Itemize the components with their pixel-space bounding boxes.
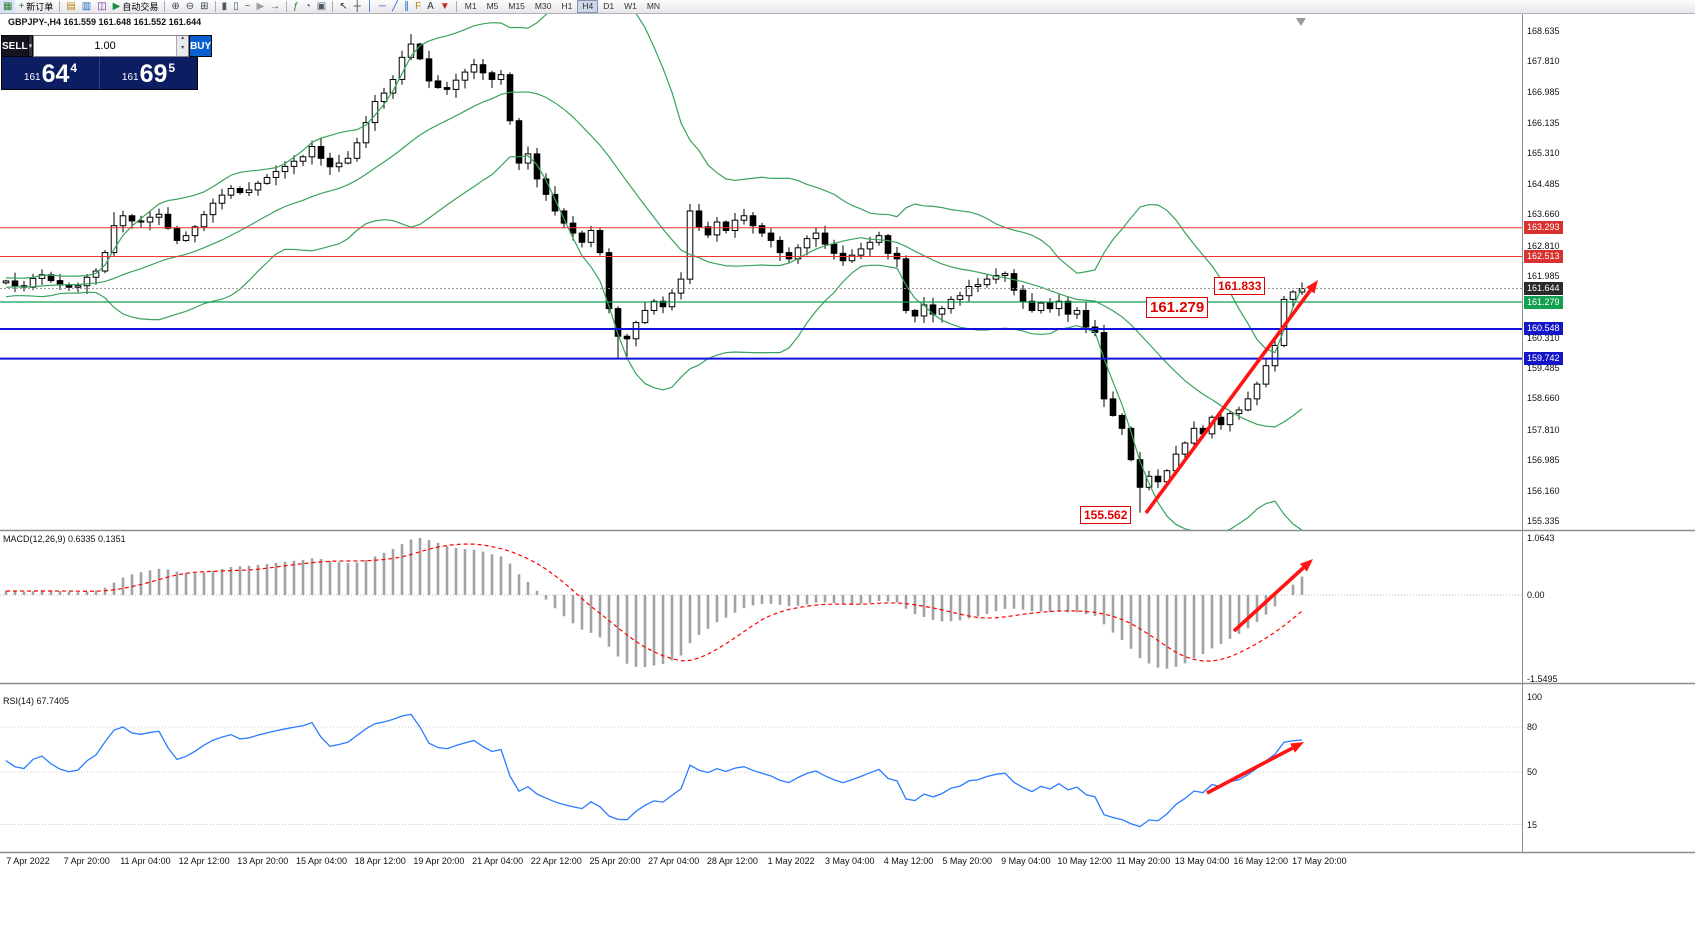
new-order-label: 新订单 [26, 2, 54, 12]
candlestick-chart-button[interactable]: ▯ [230, 0, 242, 13]
vertical-line-button[interactable]: │ [364, 0, 376, 13]
zoom-in-button[interactable]: ⊕ [168, 0, 182, 13]
channel-button[interactable]: ∥ [401, 0, 412, 13]
data-window-icon: ▥ [81, 1, 92, 12]
chart-area[interactable] [0, 14, 1695, 867]
market-watch-icon: ▤ [66, 1, 76, 12]
toolbar: ▦ + 新订单 ▤ ▥ ◫ ▶ 自动交易 ⊕ ⊖ ⊞ ▮ ▯ ~ ▶ → ƒ ◔ ▣ ↖ ┼ │ ─ ╱ ∥ F A ▼ M1 M5 M15… [0, 0, 1695, 14]
indicators-button[interactable]: ƒ [290, 0, 302, 13]
text-button[interactable]: A [424, 0, 437, 13]
trend-arrow-macd[interactable] [1232, 559, 1313, 633]
toolbar-separator [455, 1, 457, 12]
navigator-button[interactable]: ◫ [94, 0, 109, 13]
new-order-button[interactable]: + 新订单 [15, 0, 56, 13]
market-watch-button[interactable]: ▤ [63, 0, 78, 13]
timeframe-m30-button[interactable]: M30 [530, 0, 557, 13]
sell-button[interactable]: SELL [1, 35, 29, 57]
auto-scroll-button[interactable]: ▶ [253, 0, 267, 13]
toolbar-separator [164, 1, 166, 12]
timeframe-h1-button[interactable]: H1 [556, 0, 577, 13]
chevron-down-icon: ▾ [28, 43, 33, 50]
auto-scroll-icon: ▶ [256, 1, 265, 12]
volume-field: ▴ ▾ [33, 35, 190, 57]
periods-button[interactable]: ◔ [302, 0, 314, 13]
chart-shift-icon: → [270, 1, 281, 12]
toolbar-separator [332, 1, 334, 12]
cursor-icon: ↖ [339, 1, 348, 12]
text-icon: A [427, 1, 434, 12]
arrows-icon: ▼ [439, 1, 450, 12]
trend-arrow-main[interactable] [1144, 280, 1318, 515]
bar-chart-button[interactable]: ▮ [219, 0, 231, 13]
volume-up-button[interactable]: ▴ [177, 35, 189, 46]
periods-icon: ◔ [304, 1, 311, 12]
cursor-button[interactable]: ↖ [336, 0, 350, 13]
new-chart-button[interactable]: ▦ [0, 0, 16, 13]
autotrade-icon: ▶ [112, 1, 121, 12]
indicators-icon: ƒ [293, 1, 299, 12]
vertical-line-icon: │ [366, 1, 373, 12]
autotrade-label: 自动交易 [122, 2, 159, 12]
candlestick-chart-icon: ▯ [233, 1, 239, 12]
crosshair-button[interactable]: ┼ [351, 0, 364, 13]
bar-chart-icon: ▮ [221, 1, 228, 12]
templates-button[interactable]: ▣ [314, 0, 329, 13]
chart-shift-button[interactable]: → [267, 0, 283, 13]
line-chart-button[interactable]: ~ [242, 0, 254, 13]
timeframe-mn-button[interactable]: MN [642, 0, 665, 13]
timeframe-m5-button[interactable]: M5 [482, 0, 504, 13]
buy-button[interactable]: BUY [189, 35, 213, 57]
trend-arrow-rsi[interactable] [1206, 742, 1304, 795]
zoom-out-icon: ⊖ [185, 1, 195, 12]
crosshair-icon: ┼ [353, 1, 361, 12]
toolbar-separator [214, 1, 216, 12]
data-window-button[interactable]: ▥ [79, 0, 94, 13]
arrows-button[interactable]: ▼ [437, 0, 453, 13]
rsi-panel [0, 713, 1522, 828]
bid-price[interactable]: 161 64 4 [23, 60, 78, 88]
chart-canvas[interactable] [0, 14, 1695, 867]
macd-panel [0, 538, 1522, 669]
order-type-dropdown[interactable]: ▾ [28, 35, 34, 57]
timeframe-m15-button[interactable]: M15 [503, 0, 530, 13]
autotrade-button[interactable]: ▶ 自动交易 [110, 0, 162, 13]
tile-windows-icon: ⊞ [200, 1, 209, 12]
main-price-panel [0, 14, 1522, 530]
zoom-out-button[interactable]: ⊖ [183, 0, 197, 13]
timeframe-d1-button[interactable]: D1 [598, 0, 619, 13]
horizontal-line-icon: ─ [378, 1, 387, 12]
volume-down-button[interactable]: ▾ [177, 45, 189, 56]
tile-windows-button[interactable]: ⊞ [197, 0, 211, 13]
timeframe-h4-button[interactable]: H4 [577, 0, 599, 13]
chart-shift-marker [1296, 18, 1306, 26]
navigator-icon: ◫ [97, 1, 107, 12]
trendline-icon: ╱ [392, 1, 399, 12]
new-chart-icon: ▦ [3, 1, 13, 12]
channel-icon: ∥ [404, 1, 410, 12]
ask-price[interactable]: 161 69 5 [99, 57, 197, 89]
zoom-in-icon: ⊕ [171, 1, 180, 12]
fibonacci-icon: F [415, 1, 422, 12]
timeframe-w1-button[interactable]: W1 [619, 0, 642, 13]
timeframe-m1-button[interactable]: M1 [460, 0, 482, 13]
templates-icon: ▣ [316, 1, 327, 12]
volume-input[interactable] [34, 36, 177, 56]
toolbar-separator [286, 1, 288, 12]
trendline-button[interactable]: ╱ [389, 0, 401, 13]
horizontal-line-button[interactable]: ─ [376, 0, 389, 13]
new-order-icon: + [18, 1, 25, 12]
toolbar-separator [59, 1, 61, 12]
fibonacci-button[interactable]: F [412, 0, 424, 13]
line-chart-icon: ~ [244, 1, 251, 12]
